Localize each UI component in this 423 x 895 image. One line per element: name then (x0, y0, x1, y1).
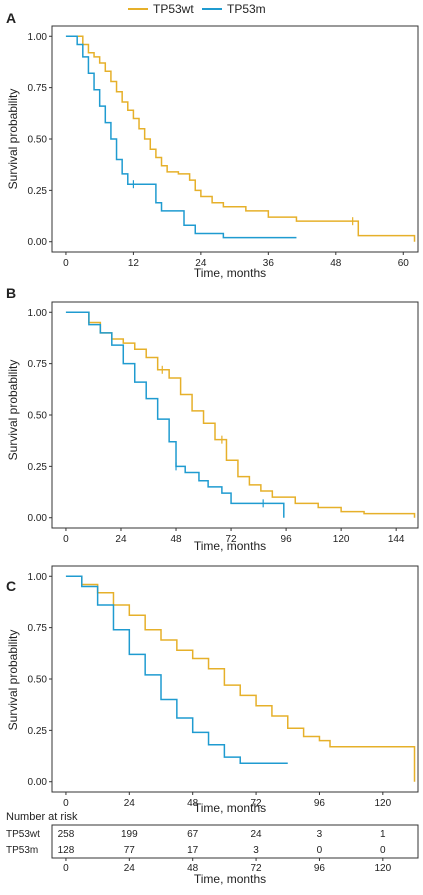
x-tick-label: 0 (63, 534, 69, 545)
risk-cell: 3 (253, 845, 259, 856)
x-tick-label: 48 (187, 798, 199, 809)
x-tick-label: 24 (115, 534, 127, 545)
risk-cell: 17 (187, 845, 199, 856)
y-tick-label: 0.50 (28, 411, 48, 422)
legend: TP53wt TP53m (128, 2, 266, 16)
risk-table-title: Number at risk (6, 811, 78, 823)
x-tick-label: 12 (128, 258, 140, 269)
panel-label: A (6, 10, 16, 26)
x-tick-label: 60 (398, 258, 410, 269)
x-tick-label: 96 (281, 534, 293, 545)
risk-x-tick-label: 72 (251, 863, 263, 874)
risk-cell: 67 (187, 829, 199, 840)
series-line-tp53wt (65, 35, 416, 242)
y-axis-label: Survival probability (6, 360, 20, 461)
risk-cell: 258 (58, 829, 75, 840)
plot-frame (51, 565, 419, 793)
legend-label-tp53m: TP53m (227, 2, 266, 16)
x-tick-label: 36 (263, 258, 275, 269)
y-tick-label: 0.00 (28, 237, 48, 248)
panel-b: B Survival probability Time, months 0.00… (6, 285, 419, 553)
y-tick-label: 1.00 (28, 308, 48, 319)
x-tick-label: 24 (195, 258, 207, 269)
y-tick-label: 0.50 (28, 675, 48, 686)
y-tick-label: 0.75 (28, 83, 48, 94)
risk-cell: 1 (380, 829, 386, 840)
plot-frame (51, 301, 419, 529)
risk-x-tick-label: 24 (124, 863, 136, 874)
y-tick-label: 0.75 (28, 623, 48, 634)
y-tick-label: 0.25 (28, 186, 48, 197)
y-tick-label: 0.25 (28, 462, 48, 473)
risk-cell: 0 (317, 845, 323, 856)
x-tick-label: 48 (170, 534, 182, 545)
legend-label-tp53wt: TP53wt (153, 2, 194, 16)
risk-table-frame (51, 824, 419, 859)
y-tick-label: 0.00 (28, 513, 48, 524)
x-tick-label: 24 (124, 798, 136, 809)
risk-x-axis-label: Time, months (194, 872, 266, 886)
series-line-tp53m (65, 35, 297, 239)
risk-table: Number at risk TP53wt TP53m Time, months… (6, 811, 419, 886)
risk-x-tick-label: 120 (374, 863, 391, 874)
series-line-tp53m (65, 575, 288, 764)
y-tick-label: 1.00 (28, 32, 48, 43)
plot-frame (51, 25, 419, 253)
risk-x-tick-label: 96 (314, 863, 326, 874)
risk-cell: 24 (251, 829, 263, 840)
panel-a: A Survival probability Time, months 0.00… (6, 10, 419, 280)
x-tick-label: 144 (388, 534, 405, 545)
x-tick-label: 0 (63, 798, 69, 809)
panel-label: B (6, 285, 16, 301)
x-tick-label: 48 (330, 258, 342, 269)
y-axis-label: Survival probability (6, 630, 20, 731)
y-tick-label: 1.00 (28, 572, 48, 583)
risk-cell: 128 (58, 845, 75, 856)
x-tick-label: 0 (63, 258, 69, 269)
x-tick-label: 120 (333, 534, 350, 545)
x-tick-label: 72 (251, 798, 263, 809)
x-tick-label: 72 (225, 534, 237, 545)
series-line-tp53wt (65, 575, 416, 782)
x-axis-label: Time, months (194, 539, 266, 553)
x-axis-label: Time, months (194, 266, 266, 280)
y-tick-label: 0.25 (28, 726, 48, 737)
panel-label: C (6, 578, 16, 594)
x-tick-label: 120 (374, 798, 391, 809)
y-axis-label: Survival probability (6, 89, 20, 190)
risk-row-label-tp53wt: TP53wt (6, 829, 40, 840)
panel-c: C Survival probability Time, months 0.00… (6, 565, 419, 815)
risk-row-label-tp53m: TP53m (6, 845, 38, 856)
risk-x-tick-label: 0 (63, 863, 69, 874)
risk-cell: 199 (121, 829, 138, 840)
x-axis-label: Time, months (194, 801, 266, 815)
series-line-tp53wt (65, 311, 416, 518)
risk-cell: 3 (317, 829, 323, 840)
y-tick-label: 0.50 (28, 135, 48, 146)
y-tick-label: 0.00 (28, 777, 48, 788)
y-tick-label: 0.75 (28, 359, 48, 370)
risk-cell: 0 (380, 845, 386, 856)
series-line-tp53m (65, 311, 285, 518)
risk-cell: 77 (124, 845, 136, 856)
x-tick-label: 96 (314, 798, 326, 809)
risk-x-tick-label: 48 (187, 863, 199, 874)
